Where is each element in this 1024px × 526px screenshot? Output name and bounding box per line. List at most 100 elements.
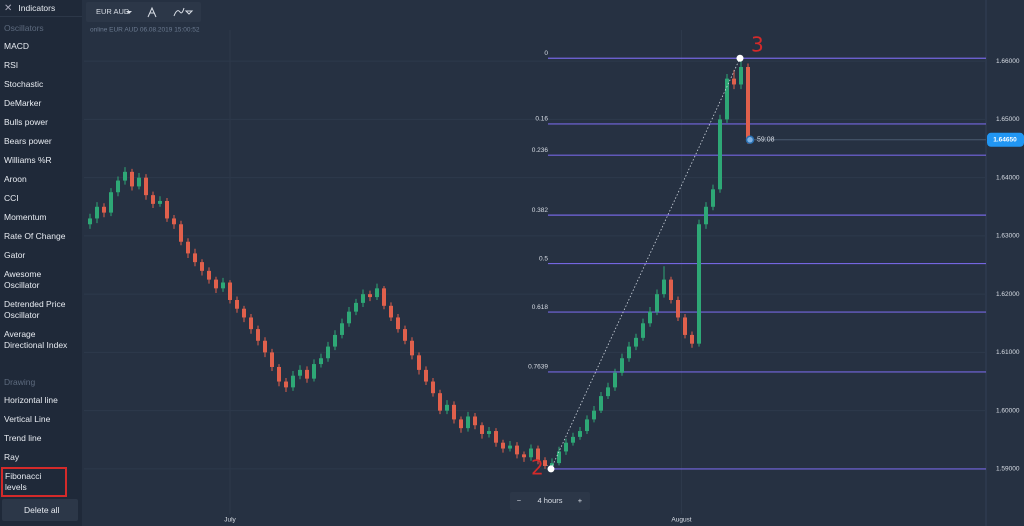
menu-item[interactable]: Ray — [4, 452, 20, 462]
candle-body — [641, 323, 645, 338]
menu-item[interactable]: Trend line — [4, 433, 42, 443]
status-line: online EUR AUD 06.08.2019 15:00:52 — [90, 27, 200, 34]
candle-body — [424, 369, 428, 382]
candle-body — [410, 340, 414, 356]
candle-body — [550, 463, 554, 467]
menu-item[interactable]: Fibonacci levels — [1, 467, 67, 497]
dropdown-arrow — [126, 11, 132, 14]
candle-body — [746, 66, 750, 140]
anchor-point — [547, 465, 555, 473]
candle-body — [172, 218, 176, 225]
y-tick-label: 1.62000 — [996, 291, 1020, 298]
candle-body — [193, 253, 197, 263]
candle-body — [249, 317, 253, 330]
candle-body — [536, 448, 540, 461]
sidebar: ✕ Indicators Oscillators MACD RSI Stochastic… — [0, 0, 82, 526]
menu-item[interactable]: Momentum — [4, 212, 47, 222]
candle-body — [480, 425, 484, 434]
candle-body — [130, 171, 134, 187]
candle-body — [354, 302, 358, 312]
candle-body — [158, 200, 162, 204]
candle-body — [95, 206, 99, 219]
menu-item[interactable]: MACD — [4, 41, 30, 51]
sidebar-header: ✕ Indicators — [0, 0, 82, 17]
menu-item[interactable]: DeMarker — [4, 98, 42, 108]
menu-item[interactable]: Rate Of Change — [4, 231, 66, 241]
candle-body — [732, 78, 736, 85]
fib-level-label: 0.618 — [532, 304, 549, 311]
menu-item[interactable]: CCI — [4, 193, 19, 203]
candle-timer: 59:08 — [757, 137, 775, 144]
y-tick-label: 1.64000 — [996, 174, 1020, 181]
candle-body — [711, 189, 715, 207]
candle-body — [543, 460, 547, 467]
zoom-in[interactable]: + — [578, 496, 583, 505]
menu-item[interactable]: Aroon — [4, 174, 27, 184]
candle-body — [102, 206, 106, 213]
candle-body — [515, 445, 519, 455]
candle-body — [389, 305, 393, 318]
menu-item[interactable]: Williams %R — [4, 155, 52, 165]
candle-body — [438, 393, 442, 411]
candle-body — [634, 337, 638, 347]
candle-body — [697, 224, 701, 344]
candle-body — [326, 346, 330, 359]
menu-item[interactable]: Bears power — [4, 136, 52, 146]
candle-body — [242, 308, 246, 318]
candle-body — [718, 119, 722, 190]
menu-item[interactable]: Bulls power — [4, 117, 48, 127]
candle-body — [151, 195, 155, 204]
candle-body — [494, 431, 498, 443]
candle-body — [487, 431, 491, 434]
menu-item[interactable]: Vertical Line — [4, 414, 51, 424]
menu-item[interactable]: Average Directional Index — [4, 329, 68, 350]
candle-body — [277, 366, 281, 382]
fib-level-label: 0.5 — [539, 255, 548, 262]
draw-icon[interactable] — [147, 6, 157, 18]
annotation: 2 — [531, 456, 544, 480]
candle-body — [305, 369, 309, 379]
candle-body — [704, 206, 708, 225]
candle-body — [620, 358, 624, 373]
candle-body — [116, 180, 120, 193]
menu-item[interactable]: Stochastic — [4, 79, 44, 89]
y-tick-label: 1.59000 — [996, 466, 1020, 473]
indicator-icon[interactable] — [173, 7, 194, 17]
fib-level-label: 0.236 — [532, 147, 549, 154]
fib-level-label: 0.16 — [535, 116, 548, 123]
candle-body — [613, 372, 617, 388]
candle-body — [529, 448, 533, 458]
menu-item[interactable]: Gator — [4, 250, 26, 260]
candle-body — [298, 369, 302, 376]
candle-body — [284, 381, 288, 388]
annotation: 3 — [751, 33, 764, 57]
candle-body — [340, 323, 344, 335]
candle-body — [452, 404, 456, 420]
price-badge-label: 1.64650 — [993, 137, 1017, 144]
candle-body — [627, 346, 631, 359]
menu-item[interactable]: Awesome Oscillator — [4, 269, 42, 290]
candle-body — [599, 396, 603, 411]
candle-body — [207, 270, 211, 280]
candle-body — [676, 299, 680, 318]
candle-body — [109, 192, 113, 213]
sidebar-title: Indicators — [18, 3, 56, 13]
y-tick-label: 1.61000 — [996, 349, 1020, 356]
timeframe-label[interactable]: 4 hours — [537, 496, 562, 505]
zoom-out[interactable]: − — [517, 496, 522, 505]
delete-all-button[interactable]: Delete all — [2, 499, 78, 521]
menu-item[interactable]: Detrended Price Oscillator — [4, 299, 66, 320]
menu-item[interactable]: Horizontal line — [4, 395, 58, 405]
candle-body — [263, 340, 267, 353]
pair-selector[interactable]: EUR AUD — [96, 7, 130, 16]
menu-item[interactable]: RSI — [4, 60, 19, 70]
candle-body — [186, 241, 190, 254]
toolbar — [86, 2, 201, 22]
candle-body — [571, 436, 575, 443]
candle-body — [361, 294, 365, 303]
candle-body — [662, 279, 666, 295]
candle-body — [347, 311, 351, 324]
candle-body — [123, 171, 127, 181]
